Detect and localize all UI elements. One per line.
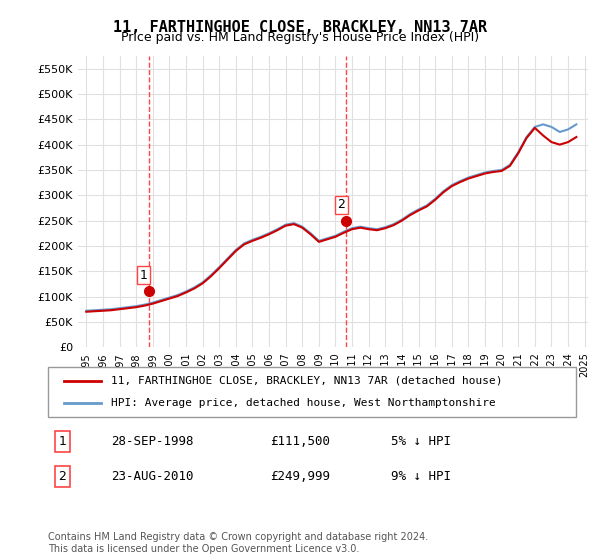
Text: 11, FARTHINGHOE CLOSE, BRACKLEY, NN13 7AR (detached house): 11, FARTHINGHOE CLOSE, BRACKLEY, NN13 7A… (112, 376, 503, 386)
Text: 1: 1 (140, 269, 148, 282)
Text: 28-SEP-1998: 28-SEP-1998 (112, 435, 194, 448)
Text: £111,500: £111,500 (270, 435, 330, 448)
Text: 1: 1 (59, 435, 67, 448)
Text: 9% ↓ HPI: 9% ↓ HPI (391, 470, 451, 483)
Text: 2: 2 (59, 470, 67, 483)
Text: 23-AUG-2010: 23-AUG-2010 (112, 470, 194, 483)
Text: £249,999: £249,999 (270, 470, 330, 483)
Text: 5% ↓ HPI: 5% ↓ HPI (391, 435, 451, 448)
Text: 2: 2 (337, 198, 345, 212)
Text: 11, FARTHINGHOE CLOSE, BRACKLEY, NN13 7AR: 11, FARTHINGHOE CLOSE, BRACKLEY, NN13 7A… (113, 20, 487, 35)
Text: Price paid vs. HM Land Registry's House Price Index (HPI): Price paid vs. HM Land Registry's House … (121, 31, 479, 44)
Text: Contains HM Land Registry data © Crown copyright and database right 2024.
This d: Contains HM Land Registry data © Crown c… (48, 532, 428, 554)
Text: HPI: Average price, detached house, West Northamptonshire: HPI: Average price, detached house, West… (112, 398, 496, 408)
FancyBboxPatch shape (48, 367, 576, 417)
